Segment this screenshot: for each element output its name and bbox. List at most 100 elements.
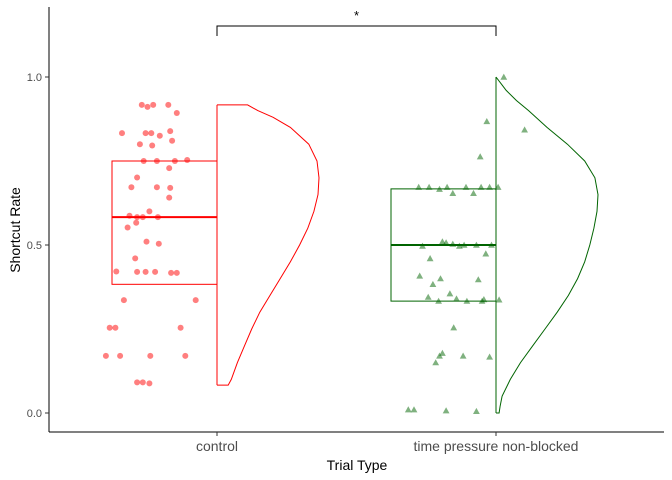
point-1-16	[449, 240, 457, 247]
point-1-23	[426, 255, 434, 262]
point-1-36	[450, 324, 458, 331]
point-1-2	[521, 126, 528, 133]
point-0-36	[152, 268, 159, 275]
point-0-14	[153, 158, 160, 164]
point-0-42	[112, 324, 119, 331]
significance-label: *	[354, 8, 359, 23]
point-0-25	[134, 214, 141, 221]
point-0-38	[173, 269, 180, 276]
point-1-6	[443, 183, 451, 190]
point-0-19	[128, 184, 135, 191]
point-0-1	[150, 101, 157, 108]
point-0-23	[146, 208, 153, 215]
point-1-26	[474, 276, 482, 283]
point-0-50	[146, 380, 153, 387]
point-1-30	[453, 295, 460, 302]
point-0-31	[155, 240, 162, 247]
point-1-22	[482, 250, 490, 257]
point-1-32	[435, 297, 442, 304]
point-1-0	[500, 73, 508, 80]
point-0-30	[143, 238, 150, 245]
point-1-33	[463, 297, 471, 304]
y-axis-title: Shortcut Rate	[7, 187, 23, 273]
point-0-46	[147, 352, 154, 359]
point-0-6	[119, 130, 125, 137]
y-ticks: 0.0 0.5 1.0	[27, 72, 49, 420]
point-1-15	[442, 239, 450, 246]
significance-bracket: *	[216, 8, 497, 36]
point-0-34	[134, 268, 141, 275]
density-cloud-1	[495, 76, 599, 414]
box-iqr-0	[111, 160, 218, 285]
point-0-27	[154, 214, 161, 221]
point-0-43	[177, 324, 184, 331]
point-0-11	[136, 141, 143, 148]
y-tick-label: 1.0	[27, 72, 42, 84]
point-1-43	[410, 406, 418, 413]
point-1-18	[473, 241, 480, 248]
point-0-41	[106, 324, 113, 331]
point-0-39	[120, 297, 127, 304]
point-1-1	[483, 118, 491, 125]
x-tick-label: control	[196, 438, 238, 454]
point-1-25	[437, 275, 444, 282]
point-0-33	[113, 268, 120, 275]
point-0-29	[124, 224, 131, 231]
point-0-37	[168, 269, 175, 276]
point-1-24	[416, 272, 424, 279]
point-0-2	[144, 103, 151, 110]
point-1-44	[442, 407, 450, 414]
point-0-49	[139, 379, 146, 386]
point-1-39	[432, 359, 440, 366]
point-0-9	[156, 132, 163, 139]
y-tick-label: 0.5	[27, 240, 42, 252]
point-0-17	[166, 165, 173, 172]
point-0-21	[167, 184, 174, 191]
x-tick-label: time pressure non-blocked	[414, 438, 579, 454]
point-0-20	[153, 184, 160, 191]
point-1-10	[494, 183, 502, 190]
point-0-5	[167, 128, 174, 135]
point-0-0	[138, 101, 145, 108]
point-0-4	[173, 110, 180, 116]
density-cloud-0	[217, 104, 320, 386]
point-0-26	[139, 214, 146, 221]
bracket-line	[216, 25, 497, 36]
point-1-27	[429, 280, 437, 287]
point-0-35	[142, 268, 149, 275]
point-0-13	[140, 158, 147, 164]
point-1-5	[425, 183, 433, 190]
point-1-34	[478, 297, 486, 304]
point-1-7	[462, 183, 470, 190]
point-1-35	[495, 296, 503, 303]
point-1-42	[404, 406, 412, 413]
point-1-11	[436, 185, 443, 192]
point-0-22	[166, 194, 173, 201]
point-0-18	[134, 174, 141, 181]
point-1-28	[446, 290, 454, 297]
point-0-8	[148, 130, 155, 137]
point-0-7	[142, 130, 149, 137]
point-1-13	[470, 189, 477, 196]
jitter-points	[102, 73, 528, 414]
point-1-19	[488, 241, 495, 248]
point-1-20	[419, 242, 426, 249]
axes	[48, 7, 664, 433]
point-1-29	[424, 293, 432, 300]
point-1-45	[473, 407, 480, 414]
density-clouds	[217, 76, 599, 414]
point-1-40	[459, 352, 467, 359]
point-0-44	[102, 352, 109, 359]
point-1-37	[439, 349, 446, 356]
point-1-38	[436, 352, 443, 359]
point-1-9	[486, 183, 493, 190]
point-0-24	[126, 212, 133, 219]
point-0-48	[134, 379, 141, 386]
point-1-4	[415, 183, 423, 190]
point-0-15	[171, 158, 178, 164]
point-1-8	[477, 183, 485, 190]
point-1-41	[486, 353, 493, 360]
point-1-17	[460, 241, 468, 248]
point-0-3	[165, 101, 172, 108]
